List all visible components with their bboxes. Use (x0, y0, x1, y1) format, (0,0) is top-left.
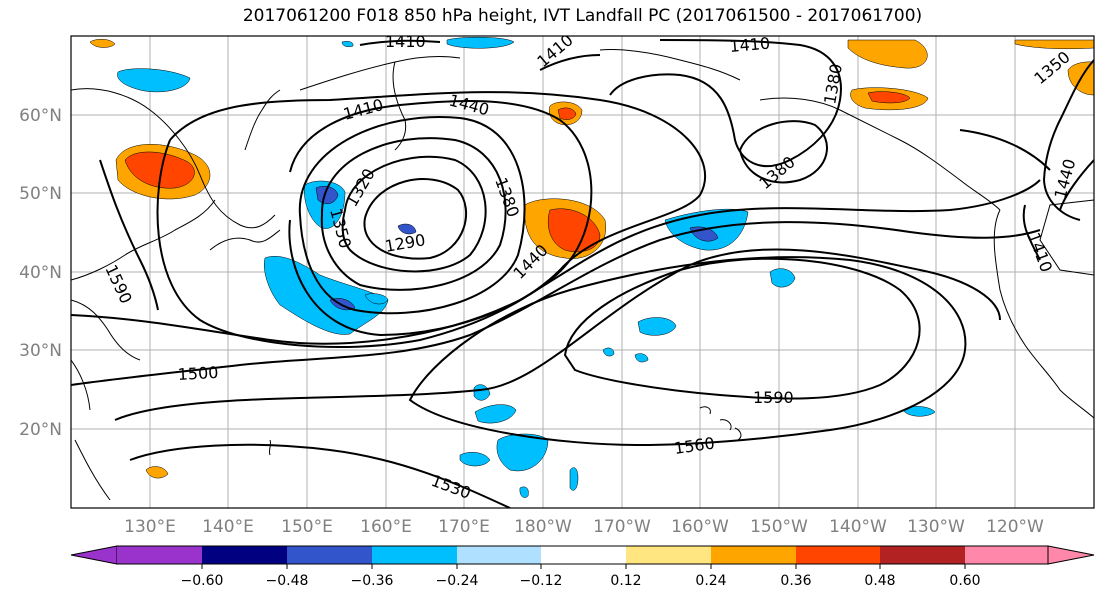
colorbar-tick-label: 0.12 (610, 573, 641, 589)
colorbar-tick-label: 0.36 (780, 573, 811, 589)
lat-label: 20°N (19, 420, 62, 440)
contour-label: 1410 (385, 32, 426, 51)
colorbar-segment (372, 546, 457, 564)
lon-label: 130°W (907, 517, 965, 537)
colorbar-segment (202, 546, 287, 564)
colorbar-extend-high (1047, 545, 1095, 565)
lat-label: 40°N (19, 263, 62, 283)
colorbar-tick-label: 0.48 (864, 573, 895, 589)
colorbar-segment (457, 546, 541, 564)
positive-anomaly-shading (89, 39, 1094, 479)
chart-title: 2017061200 F018 850 hPa height, IVT Land… (242, 6, 923, 26)
lon-label: 150°W (750, 517, 808, 537)
colorbar-tick-label: 0.60 (949, 573, 980, 589)
contour-label: 1590 (753, 388, 794, 407)
colorbar-segment (796, 546, 880, 564)
lat-label: 30°N (19, 341, 62, 361)
colorbar-tick-label: 0.24 (695, 573, 726, 589)
colorbar-segment (711, 546, 796, 564)
colorbar-outline (117, 545, 1048, 565)
coastlines (71, 49, 1094, 501)
colorbar-segment (965, 546, 1048, 564)
lon-label: 160°W (671, 517, 729, 537)
colorbar-segment (117, 546, 202, 564)
colorbar-tick-label: −0.60 (181, 573, 224, 589)
lon-label: 120°W (986, 517, 1044, 537)
colorbar: −0.60 −0.48 −0.36 −0.24 −0.12 0.12 0.24 … (70, 545, 1095, 589)
contour-label: 1410 (729, 34, 771, 56)
colorbar-extend-low (70, 545, 118, 565)
lon-label: 140°W (829, 517, 887, 537)
lon-label: 170°E (438, 517, 490, 537)
gridlines (71, 36, 1094, 508)
height-contours (71, 39, 1094, 508)
colorbar-tick-label: −0.48 (266, 573, 309, 589)
lon-label: 160°E (360, 517, 412, 537)
lon-label: 150°E (281, 517, 333, 537)
colorbar-segment (541, 546, 626, 564)
lon-label: 130°E (124, 517, 176, 537)
colorbar-segment (880, 546, 965, 564)
contour-label: 1500 (177, 363, 219, 384)
lat-label: 60°N (19, 106, 62, 126)
map-frame (70, 35, 1095, 509)
colorbar-tick-label: −0.12 (520, 573, 563, 589)
lon-label: 170°W (593, 517, 651, 537)
lat-label: 50°N (19, 184, 62, 204)
longitude-labels: 130°E 140°E 150°E 160°E 170°E 180°W 170°… (124, 517, 1044, 537)
negative-anomaly-shading (117, 36, 936, 498)
latitude-labels: 60°N 50°N 40°N 30°N 20°N (19, 106, 62, 440)
lon-label: 140°E (202, 517, 254, 537)
colorbar-segment (626, 546, 711, 564)
lon-label: 180°W (514, 517, 572, 537)
colorbar-tick-label: −0.36 (351, 573, 394, 589)
colorbar-segment (287, 546, 372, 564)
colorbar-tick-label: −0.24 (436, 573, 479, 589)
